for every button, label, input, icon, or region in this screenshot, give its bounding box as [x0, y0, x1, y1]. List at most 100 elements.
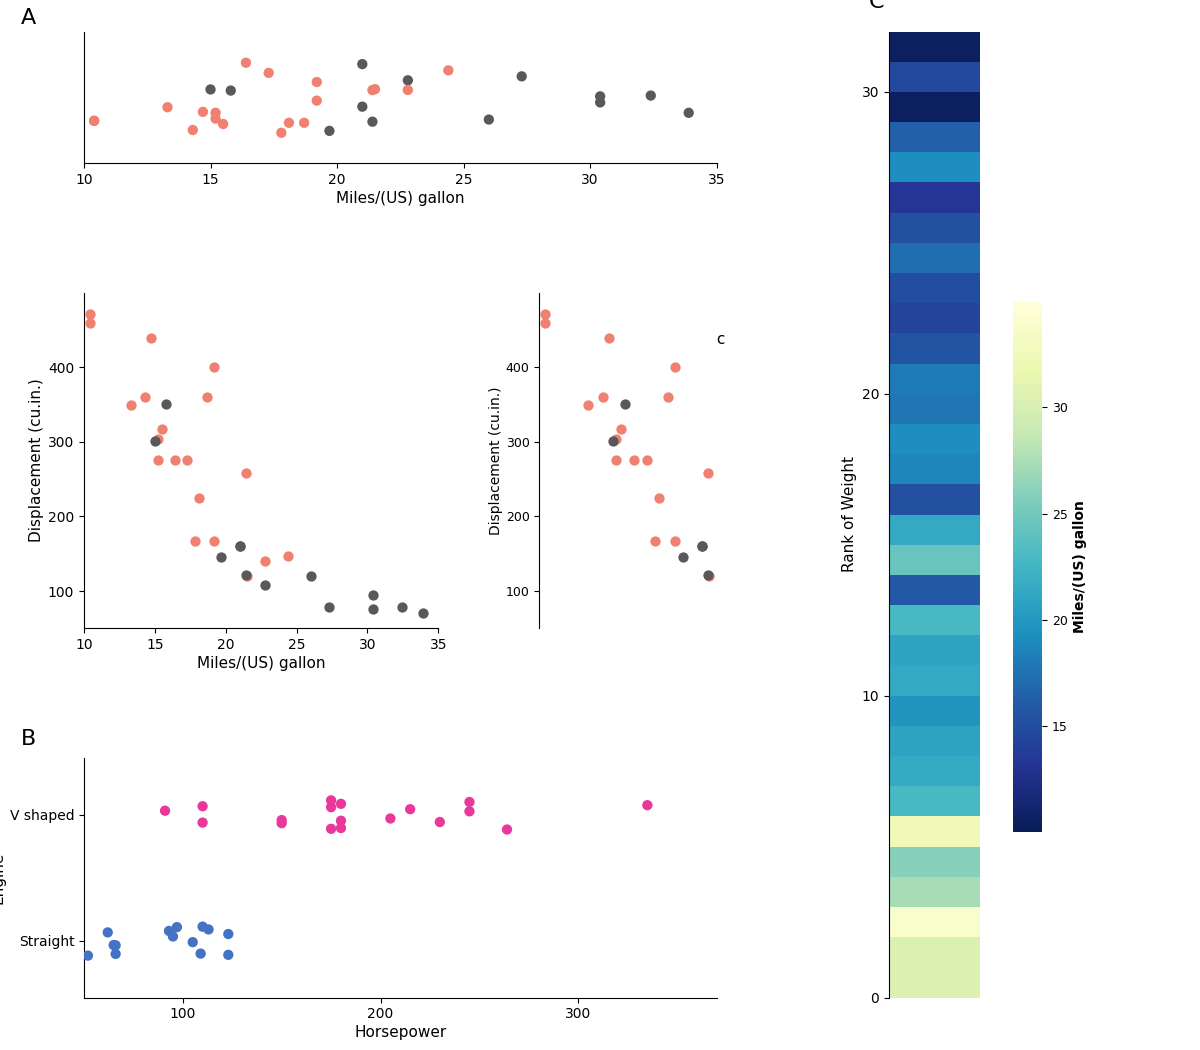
Point	[883, 604, 902, 621]
Point	[272, 812, 292, 828]
automatic	[80, 314, 100, 331]
automatic	[121, 396, 140, 413]
manual	[319, 598, 338, 615]
Point	[322, 799, 341, 816]
Bar	[889, 545, 979, 575]
Bar	[889, 424, 979, 454]
Point	[830, 586, 850, 603]
Point	[624, 452, 643, 468]
Point	[611, 420, 630, 437]
automatic	[80, 306, 100, 322]
Point	[666, 532, 685, 549]
automatic	[205, 532, 224, 549]
Point	[167, 919, 186, 936]
Point	[193, 919, 212, 936]
Point	[236, 55, 256, 71]
Point	[104, 937, 124, 953]
Point	[206, 104, 226, 121]
Bar	[889, 786, 979, 817]
Point	[353, 99, 372, 116]
Point	[84, 112, 103, 129]
Point	[199, 921, 218, 938]
Text: C: C	[869, 0, 884, 13]
Point	[353, 56, 372, 72]
automatic	[178, 452, 197, 468]
Point	[431, 814, 450, 831]
automatic	[142, 330, 161, 346]
automatic	[148, 452, 167, 468]
Point	[320, 123, 340, 140]
X-axis label: Miles/(US) gallon: Miles/(US) gallon	[197, 656, 325, 671]
Point	[719, 576, 738, 593]
Point	[479, 111, 498, 128]
Point	[860, 598, 880, 615]
Point	[184, 122, 203, 139]
Point	[158, 99, 178, 116]
Point	[398, 71, 418, 88]
Point	[322, 792, 341, 809]
Point	[193, 814, 212, 831]
Point	[692, 538, 712, 554]
Y-axis label: Displacement (cu.in.): Displacement (cu.in.)	[488, 386, 503, 534]
Point	[184, 933, 203, 950]
Point	[206, 110, 226, 127]
automatic	[278, 548, 298, 565]
Point	[439, 62, 458, 79]
Bar	[889, 967, 979, 998]
Bar	[889, 695, 979, 726]
X-axis label: Horsepower: Horsepower	[354, 1026, 446, 1041]
Point	[666, 359, 685, 376]
Bar	[889, 454, 979, 484]
automatic	[256, 552, 275, 569]
Point	[200, 81, 220, 98]
Point	[362, 82, 382, 99]
Bar	[889, 938, 979, 967]
Y-axis label: Rank of Weight: Rank of Weight	[842, 457, 858, 572]
Bar	[889, 394, 979, 424]
Point	[649, 489, 668, 506]
Point	[106, 945, 125, 962]
Point	[163, 928, 182, 945]
Bar	[889, 122, 979, 152]
Point	[331, 820, 350, 837]
automatic	[238, 568, 257, 585]
Point	[641, 87, 660, 104]
manual	[256, 576, 275, 593]
Bar	[889, 183, 979, 212]
Point	[498, 821, 517, 838]
Point	[106, 937, 125, 953]
Point	[460, 803, 479, 820]
Bar	[889, 62, 979, 92]
Point	[692, 538, 712, 554]
automatic	[136, 388, 155, 405]
Point	[743, 548, 762, 565]
Point	[593, 388, 612, 405]
manual	[364, 601, 383, 617]
Text: A: A	[20, 7, 36, 27]
Point	[193, 104, 212, 121]
Bar	[889, 756, 979, 786]
Point	[460, 794, 479, 811]
manual	[157, 396, 176, 413]
Point	[331, 813, 350, 830]
manual	[236, 567, 256, 584]
Point	[700, 568, 719, 585]
Point	[280, 114, 299, 131]
manual	[392, 598, 412, 615]
automatic	[148, 430, 167, 447]
Point	[218, 946, 238, 963]
Point	[535, 306, 554, 322]
automatic	[152, 420, 172, 437]
manual	[413, 604, 432, 621]
manual	[145, 433, 164, 449]
Point	[78, 947, 97, 964]
Point	[307, 92, 326, 109]
Point	[401, 801, 420, 818]
Bar	[889, 907, 979, 938]
manual	[364, 586, 383, 603]
manual	[212, 549, 232, 566]
Point	[766, 567, 785, 584]
manual	[230, 538, 250, 554]
Bar	[889, 92, 979, 122]
Bar	[889, 605, 979, 635]
